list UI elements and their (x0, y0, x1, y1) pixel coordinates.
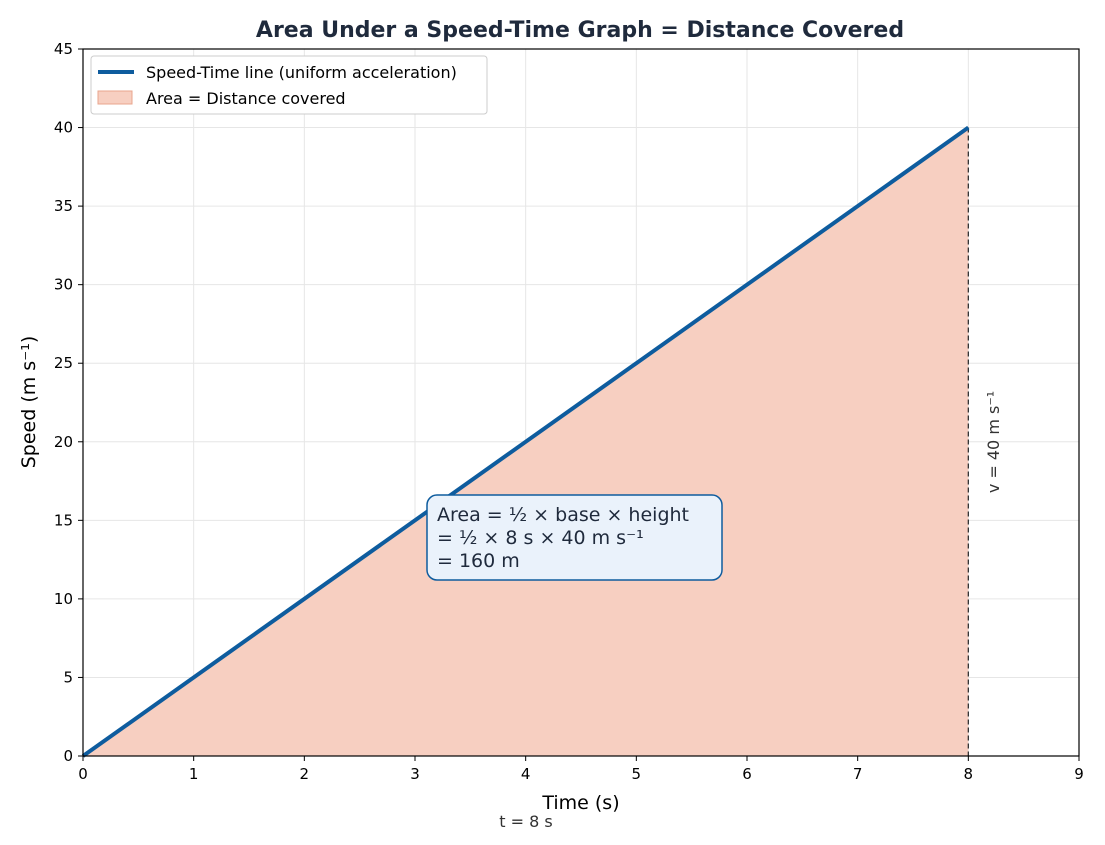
speed-time-line (81, 125, 970, 758)
y-tick-label: 25 (54, 354, 73, 372)
area-annotation-box (426, 494, 723, 581)
y-tick-label: 45 (54, 40, 73, 58)
y-tick-label: 15 (54, 511, 73, 529)
y-tick-label: 10 (54, 590, 73, 608)
legend-entry-area: Area = Distance covered (146, 89, 346, 108)
base-label: t = 8 s (499, 812, 552, 831)
legend-area-swatch (97, 90, 133, 105)
chart-title: Area Under a Speed-Time Graph = Distance… (256, 18, 904, 43)
legend-entry-line: Speed-Time line (uniform acceleration) (146, 63, 457, 82)
area-annotation-line-1: Area = ½ × base × height (437, 504, 689, 526)
y-axis-ticks: 0 5 10 15 20 25 30 35 40 45 (54, 40, 83, 765)
x-tick-label: 4 (521, 765, 531, 783)
area-annotation-line-2: = ½ × 8 s × 40 m s⁻¹ (437, 527, 644, 549)
x-tick-label: 6 (742, 765, 752, 783)
area-annotation-line-3: = 160 m (437, 550, 520, 572)
x-tick-label: 2 (300, 765, 310, 783)
plot-frame (82, 48, 1080, 757)
area-annotation: Area = ½ × base × height = ½ × 8 s × 40 … (426, 494, 723, 581)
y-tick-label: 5 (63, 668, 73, 686)
x-tick-label: 0 (78, 765, 88, 783)
legend: Speed-Time line (uniform acceleration) A… (90, 55, 488, 115)
y-axis-label: Speed (m s⁻¹) (18, 336, 40, 469)
y-tick-label: 20 (54, 433, 73, 451)
x-tick-label: 8 (964, 765, 974, 783)
x-tick-label: 3 (410, 765, 420, 783)
y-tick-label: 0 (63, 747, 73, 765)
x-axis-ticks: 0 1 2 3 4 5 6 7 8 9 (78, 756, 1084, 783)
series-layer (81, 125, 970, 758)
legend-box (90, 55, 488, 115)
y-tick-label: 35 (54, 197, 73, 215)
y-tick-label: 30 (54, 276, 73, 294)
x-axis-label: Time (s) (541, 792, 619, 814)
x-tick-label: 5 (632, 765, 642, 783)
x-tick-label: 9 (1074, 765, 1084, 783)
y-tick-label: 40 (54, 119, 73, 137)
vertical-marker-label: v = 40 m s⁻¹ (984, 391, 1003, 493)
x-tick-label: 7 (853, 765, 863, 783)
x-tick-label: 1 (189, 765, 199, 783)
